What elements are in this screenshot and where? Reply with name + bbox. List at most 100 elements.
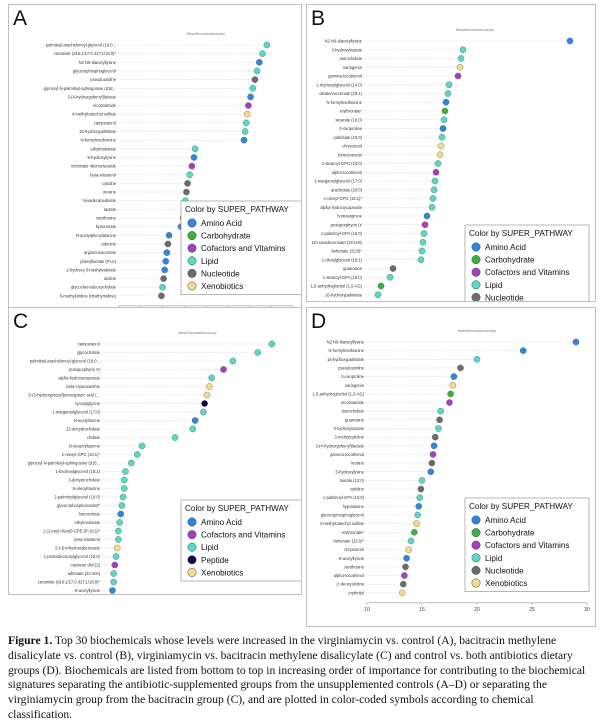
- metabolite-label: beta-sitosterol: [74, 537, 100, 542]
- data-point: [251, 76, 259, 83]
- metabolite-label: pseudouridine: [90, 77, 116, 82]
- data-point: [128, 459, 135, 467]
- metabolite-label: palmitate (16:0): [334, 135, 363, 140]
- metabolite-label: protoporphyrin IX: [69, 367, 101, 372]
- metabolite-label: behenate (22:0)*: [334, 538, 365, 543]
- legend-box: [180, 499, 306, 582]
- data-point: [249, 84, 257, 92]
- metabolite-label: formononetin: [338, 152, 363, 157]
- metabolite-label: 3-dehydrocholate: [68, 478, 100, 483]
- metabolite-label: nicotinate ribonucleoside: [71, 164, 117, 169]
- data-point: [201, 400, 208, 407]
- metabolite-label: argininosuccinate: [84, 250, 117, 255]
- data-point: [437, 407, 444, 415]
- data-point: [247, 93, 254, 101]
- data-point: [188, 162, 196, 170]
- data-point: [259, 50, 266, 57]
- metabolite-label: chrysoeriol: [344, 547, 364, 552]
- panel-label-c: C: [13, 310, 29, 333]
- data-point: [115, 536, 122, 543]
- data-point: [417, 256, 425, 264]
- metabolite-label: xanthosine: [344, 564, 365, 569]
- metabolite-label: glycerophosphoglycerol: [73, 68, 116, 73]
- metabolite-label: cholate: [87, 435, 101, 440]
- metabolite-label: kynurenate: [96, 224, 117, 229]
- metabolite-label: inosine: [351, 461, 365, 466]
- data-point: [431, 177, 439, 185]
- data-point: [113, 544, 121, 552]
- legend-marker: [471, 292, 481, 302]
- legend-entry: Amino Acid: [201, 518, 242, 527]
- legend-entry: Amino Acid: [485, 516, 526, 525]
- metabolite-label: 4-methylcatechol sulfate: [72, 112, 117, 117]
- metabolite-label: glycosyl-N-palmitoyl-sphingosine (d18...: [28, 461, 100, 466]
- legend-marker: [187, 243, 197, 253]
- metabolite-label: guanosine: [343, 266, 363, 271]
- metabolite-label: 1-palmitoyl-GPA (16:0): [323, 495, 365, 500]
- legend-entry: Xenobiotics: [201, 568, 243, 577]
- metabolite-label: 1-stearoyl-GPG (18:0): [322, 161, 363, 166]
- data-point: [459, 46, 467, 54]
- data-point: [263, 41, 271, 49]
- legend-title: Color by SUPER_PATHWAY: [469, 502, 573, 511]
- metabolite-label: 3-hydroxylaurate: [334, 426, 365, 431]
- panel-c: C MeanDecreaseAccuracy101214161820222426…: [8, 307, 306, 611]
- data-point: [446, 399, 453, 406]
- panel-label-a: A: [13, 7, 28, 30]
- metabolite-label: phenyllactate (PLA): [80, 259, 116, 264]
- metabolite-label: campesterol: [94, 120, 116, 125]
- metabolite-label: 1-linoleoylglycerol (18:2): [56, 469, 101, 474]
- data-point: [414, 511, 421, 519]
- data-point: [436, 151, 444, 159]
- metabolite-label: 1-stearoyl-GPA (18:0): [323, 275, 363, 280]
- metabolite-label: glycocholate: [77, 350, 100, 355]
- legend-box: [180, 200, 306, 295]
- metabolite-label: naringenin: [343, 65, 363, 70]
- data-point: [420, 230, 428, 237]
- legend-title: Color by SUPER_PATHWAY: [469, 229, 573, 238]
- data-point: [432, 168, 440, 176]
- metabolite-label: 1-pentadecanoylglycerol (15:0): [44, 554, 101, 559]
- data-point: [419, 238, 427, 246]
- metabolite-label: beta-cryptoxanthin: [66, 384, 100, 389]
- metabolite-label: cytidine: [350, 487, 365, 492]
- metabolite-label: N2 N6-diacetyllysine: [325, 39, 363, 44]
- metabolite-label: chrysoeriol: [342, 144, 362, 149]
- metabolite-label: 2'-deoxyuridine: [336, 582, 364, 587]
- x-tick-label: 25: [529, 607, 535, 613]
- metabolite-label: 5-hydroxylysine: [88, 155, 117, 160]
- legend-marker: [187, 542, 197, 552]
- legend-entry: Nucleotide: [485, 293, 524, 301]
- data-point: [220, 366, 227, 373]
- legend-marker: [471, 578, 481, 588]
- metabolite-label: hexadecanedioate: [83, 198, 117, 203]
- data-point: [444, 90, 452, 97]
- metabolite-label: adrenate (22:4n6): [67, 571, 100, 576]
- data-point: [191, 145, 199, 153]
- metabolite-label: palmitoyl-arachidonoyl-glycerol (16:0...: [30, 359, 100, 364]
- legend-entry: Xenobiotics: [201, 282, 243, 291]
- data-point: [120, 485, 128, 492]
- data-point: [374, 291, 382, 299]
- data-point: [440, 116, 448, 124]
- legend-marker: [187, 256, 197, 266]
- data-point: [245, 102, 252, 109]
- metabolite-label: N-acetylserine: [74, 418, 101, 423]
- metabolite-label: 16-hydroxypalmitate: [325, 292, 363, 297]
- data-point: [229, 357, 237, 365]
- legend-box: [464, 497, 590, 592]
- data-point: [159, 283, 166, 291]
- data-point: [431, 433, 439, 441]
- legend-entry: Amino Acid: [201, 219, 242, 228]
- data-point: [256, 59, 263, 66]
- metabolite-label: S-oxoproline: [341, 374, 365, 379]
- legend-marker: [187, 268, 197, 278]
- data-point: [184, 180, 191, 187]
- metabolite-label: palmitoyl-arachidonoyl-glycerol (16:0...: [46, 43, 116, 48]
- data-point: [572, 338, 580, 346]
- x-tick-label: 30: [584, 607, 590, 613]
- data-point: [415, 503, 422, 510]
- legend-entry: Carbohydrate: [201, 232, 251, 241]
- metabolite-label: hypotaurine: [343, 504, 365, 509]
- metabolite-label: erythronate*: [340, 109, 363, 114]
